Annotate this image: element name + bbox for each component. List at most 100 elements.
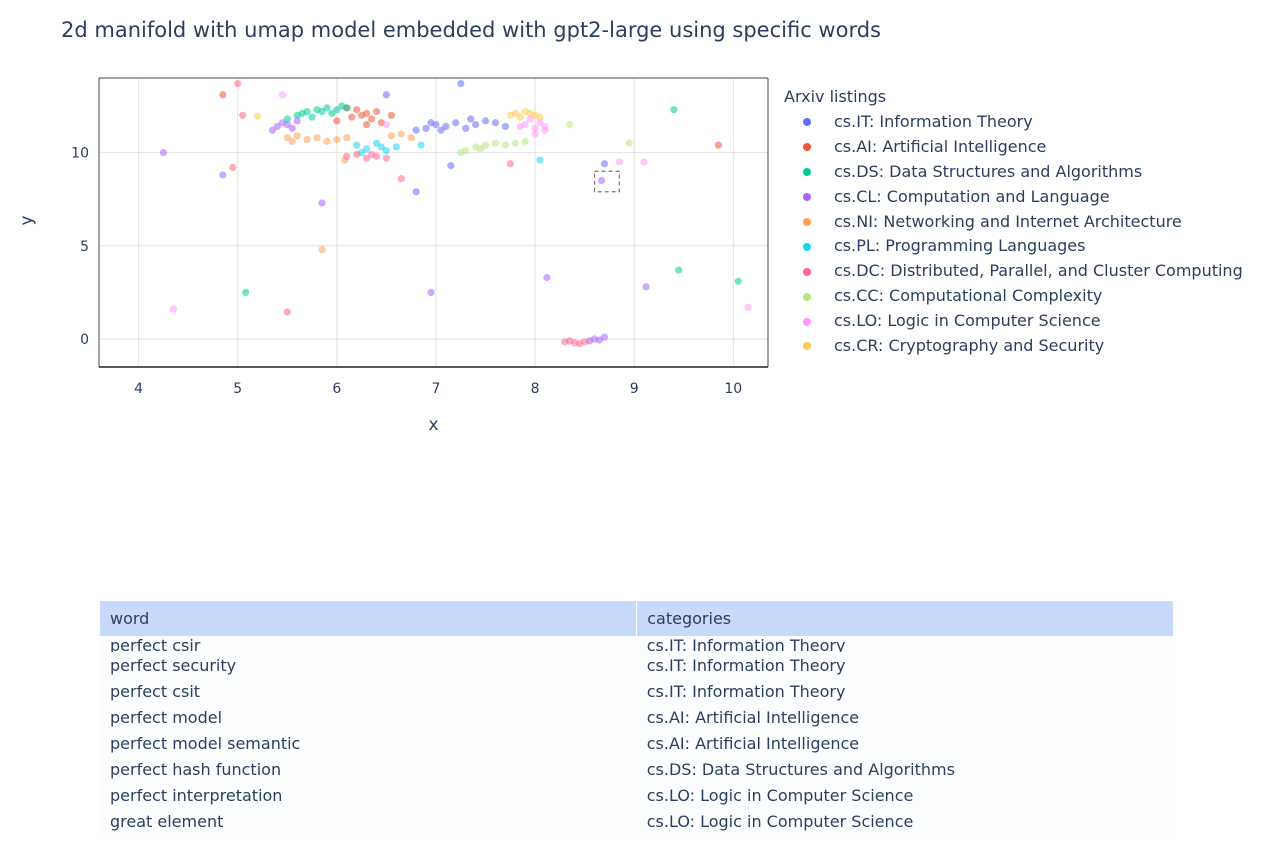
- scatter-point[interactable]: [526, 115, 534, 123]
- scatter-point[interactable]: [457, 79, 465, 88]
- scatter-chart[interactable]: 4 5 6 7 8 9 10 0 5 10 x y: [0, 0, 1281, 600]
- scatter-point[interactable]: [229, 163, 237, 172]
- scatter-point[interactable]: [506, 111, 514, 119]
- scatter-point[interactable]: [536, 119, 544, 127]
- legend-item[interactable]: cs.DC: Distributed, Parallel, and Cluste…: [784, 259, 1243, 284]
- scatter-point[interactable]: [253, 112, 262, 120]
- scatter-point[interactable]: [442, 122, 450, 131]
- scatter-point[interactable]: [242, 288, 250, 297]
- scatter-point[interactable]: [159, 148, 168, 157]
- legend-item[interactable]: cs.LO: Logic in Computer Science: [784, 309, 1243, 334]
- scatter-point[interactable]: [328, 109, 336, 118]
- scatter-point[interactable]: [511, 139, 519, 147]
- scatter-point[interactable]: [353, 150, 361, 159]
- scatter-point[interactable]: [491, 139, 500, 147]
- scatter-point[interactable]: [452, 119, 460, 127]
- scatter-point[interactable]: [744, 303, 752, 311]
- scatter-point[interactable]: [382, 154, 391, 162]
- scatter-point[interactable]: [308, 113, 316, 121]
- scatter-point[interactable]: [283, 134, 291, 142]
- scatter-point[interactable]: [353, 106, 361, 114]
- legend-item[interactable]: cs.IT: Information Theory: [784, 110, 1243, 135]
- scatter-point[interactable]: [531, 130, 539, 138]
- scatter-point[interactable]: [283, 115, 291, 123]
- scatter-point[interactable]: [288, 124, 296, 132]
- scatter-point[interactable]: [427, 288, 435, 297]
- scatter-point[interactable]: [625, 139, 633, 147]
- scatter-point[interactable]: [318, 199, 326, 207]
- scatter-point[interactable]: [521, 137, 529, 145]
- scatter-point[interactable]: [387, 132, 395, 140]
- scatter-point[interactable]: [417, 141, 425, 149]
- legend-item[interactable]: cs.CR: Cryptography and Security: [784, 334, 1243, 359]
- scatter-point[interactable]: [363, 154, 371, 162]
- scatter-point[interactable]: [576, 340, 584, 348]
- scatter-point[interactable]: [343, 152, 351, 160]
- scatter-point[interactable]: [541, 122, 549, 131]
- scatter-point[interactable]: [412, 126, 420, 134]
- scatter-point[interactable]: [219, 91, 227, 99]
- scatter-point[interactable]: [476, 145, 485, 153]
- scatter-point[interactable]: [481, 141, 490, 149]
- scatter-point[interactable]: [615, 158, 623, 166]
- scatter-point[interactable]: [670, 106, 678, 114]
- scatter-point[interactable]: [278, 91, 286, 99]
- scatter-point[interactable]: [412, 188, 420, 196]
- scatter-point[interactable]: [387, 111, 395, 119]
- legend-item[interactable]: cs.CL: Computation and Language: [784, 185, 1243, 210]
- scatter-point[interactable]: [377, 143, 386, 151]
- scatter-point[interactable]: [363, 121, 371, 129]
- scatter-point[interactable]: [427, 119, 435, 127]
- scatter-point[interactable]: [283, 121, 291, 129]
- legend-item[interactable]: cs.CC: Computational Complexity: [784, 284, 1243, 309]
- scatter-point[interactable]: [239, 111, 247, 119]
- scatter-point[interactable]: [372, 139, 381, 147]
- selection-box[interactable]: [593, 170, 620, 193]
- scatter-point[interactable]: [526, 109, 534, 118]
- scatter-point[interactable]: [333, 117, 341, 125]
- scatter-point[interactable]: [169, 305, 177, 313]
- scatter-point[interactable]: [397, 175, 405, 183]
- scatter-point[interactable]: [501, 141, 509, 149]
- scatter-point[interactable]: [543, 273, 551, 282]
- scatter-point[interactable]: [392, 143, 400, 151]
- scatter-point[interactable]: [382, 147, 391, 155]
- scatter-point[interactable]: [462, 124, 470, 132]
- scatter-point[interactable]: [640, 158, 648, 166]
- scatter-point[interactable]: [566, 337, 574, 345]
- scatter-point[interactable]: [481, 117, 490, 125]
- scatter-point[interactable]: [288, 137, 296, 145]
- scatter-point[interactable]: [318, 107, 326, 116]
- scatter-point[interactable]: [363, 145, 371, 153]
- scatter-point[interactable]: [293, 132, 301, 140]
- scatter-point[interactable]: [323, 137, 331, 145]
- scatter-point[interactable]: [531, 124, 539, 132]
- scatter-point[interactable]: [318, 245, 326, 254]
- scatter-point[interactable]: [597, 176, 606, 185]
- scatter-point[interactable]: [382, 121, 391, 129]
- scatter-point[interactable]: [491, 119, 500, 127]
- scatter-point[interactable]: [268, 126, 277, 134]
- legend-item[interactable]: cs.NI: Networking and Internet Architect…: [784, 210, 1243, 235]
- scatter-point[interactable]: [407, 134, 415, 142]
- data-table-container[interactable]: word categories perfect csir cs.IT: Infor…: [100, 601, 1174, 841]
- scatter-point[interactable]: [516, 113, 524, 121]
- scatter-point[interactable]: [536, 113, 544, 121]
- scatter-point[interactable]: [457, 148, 465, 157]
- scatter-point[interactable]: [353, 141, 361, 149]
- scatter-point[interactable]: [333, 106, 341, 114]
- scatter-point[interactable]: [422, 124, 430, 132]
- scatter-point[interactable]: [372, 107, 381, 116]
- scatter-point[interactable]: [467, 115, 475, 123]
- scatter-point[interactable]: [283, 308, 291, 316]
- scatter-point[interactable]: [313, 134, 321, 142]
- scatter-point[interactable]: [595, 336, 604, 344]
- scatter-point[interactable]: [234, 79, 242, 88]
- scatter-point[interactable]: [273, 122, 281, 131]
- scatter-point[interactable]: [382, 91, 391, 99]
- scatter-point[interactable]: [506, 160, 514, 168]
- scatter-point[interactable]: [298, 109, 306, 118]
- scatter-point[interactable]: [734, 277, 742, 285]
- legend-item[interactable]: cs.DS: Data Structures and Algorithms: [784, 160, 1243, 185]
- scatter-point[interactable]: [293, 117, 301, 125]
